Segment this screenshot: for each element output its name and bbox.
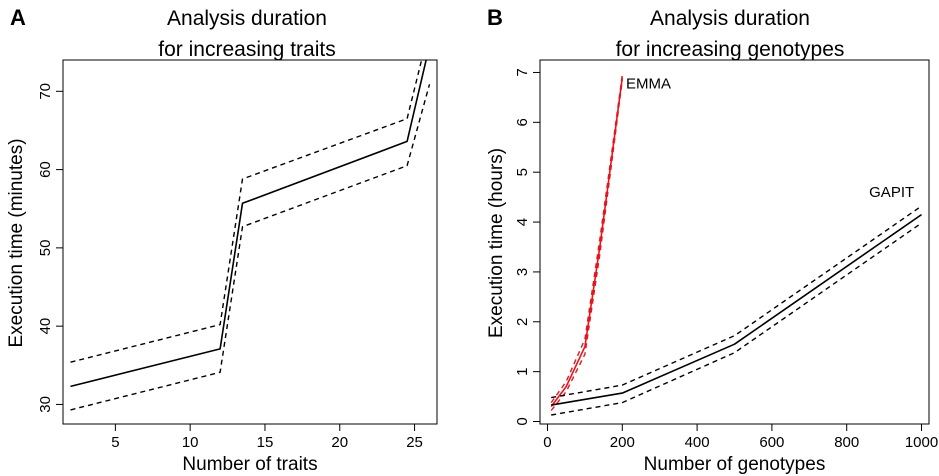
y-tick-label: 5 (514, 168, 531, 176)
y-tick-label: 60 (37, 161, 54, 178)
emma-upper-bound-line (550, 74, 623, 404)
emma-lower-bound-line (550, 79, 623, 411)
panel-b: B Analysis duration for increasing genotyp… (486, 5, 938, 475)
plot-frame (62, 59, 438, 425)
chart-title-line: Analysis duration (167, 7, 327, 30)
panel-letter: A (10, 5, 26, 30)
x-tick-label: 15 (257, 434, 274, 451)
y-tick-label: 7 (514, 68, 531, 76)
x-tick-label: 200 (610, 434, 635, 451)
x-tick-label: 5 (111, 434, 119, 451)
series-group (550, 74, 922, 416)
gapit-mean-line (551, 213, 922, 406)
y-tick-label: 3 (514, 268, 531, 276)
y-tick-label: 1 (514, 367, 531, 375)
y-axis-label: Execution time (minutes) (6, 138, 27, 347)
y-tick-label: 30 (37, 396, 54, 413)
y-tick-label: 70 (37, 83, 54, 100)
y-tick-label: 40 (37, 318, 54, 335)
upper-bound-line (70, 60, 423, 363)
y-tick-label: 4 (514, 218, 531, 226)
x-tick-label: 0 (543, 434, 551, 451)
chart-title-line: for increasing genotypes (616, 38, 845, 61)
x-tick-label: 25 (406, 434, 423, 451)
plot-frame (539, 59, 930, 425)
x-tick-label: 20 (331, 434, 348, 451)
x-axis-label: Number of traits (182, 454, 317, 475)
y-tick-label: 2 (514, 318, 531, 326)
emma-mean-line (550, 77, 624, 407)
emma-label: EMMA (626, 75, 671, 92)
y-axis-label: Execution time (hours) (486, 148, 507, 338)
gapit-upper-bound-line (551, 205, 922, 399)
series-group (70, 60, 431, 411)
panel-letter: B (487, 5, 503, 30)
x-axis-label: Number of genotypes (644, 454, 826, 475)
x-tick-label: 800 (834, 434, 859, 451)
x-tick-label: 10 (182, 434, 199, 451)
y-tick-label: 50 (37, 240, 54, 257)
chart-title-line: Analysis duration (650, 7, 810, 30)
x-tick-label: 400 (685, 434, 710, 451)
y-tick-label: 0 (514, 417, 531, 425)
x-tick-label: 600 (759, 434, 784, 451)
mean-line (70, 60, 427, 388)
panel-a: A Analysis duration for increasing traits 5… (6, 5, 438, 475)
chart-title-line: for increasing traits (158, 38, 335, 61)
lower-bound-line (70, 84, 431, 411)
gapit-label: GAPIT (869, 184, 914, 201)
gapit-lower-bound-line (551, 222, 922, 416)
x-tick-label: 1000 (905, 434, 938, 451)
y-tick-label: 6 (514, 118, 531, 126)
